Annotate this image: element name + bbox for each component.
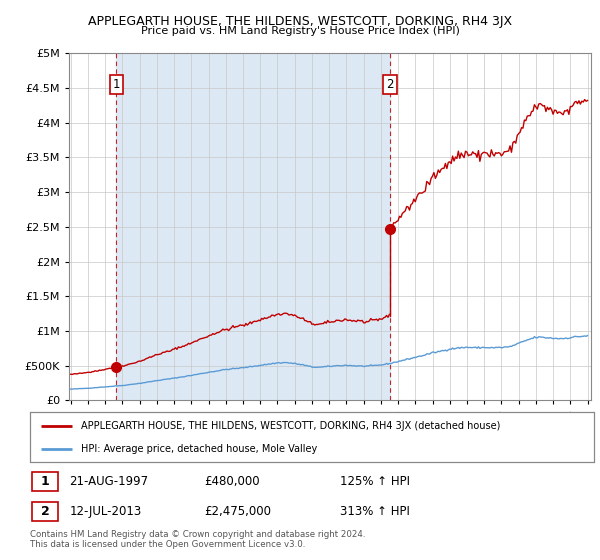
Text: 1: 1 [112, 78, 120, 91]
Text: £2,475,000: £2,475,000 [204, 505, 271, 517]
Text: APPLEGARTH HOUSE, THE HILDENS, WESTCOTT, DORKING, RH4 3JX (detached house): APPLEGARTH HOUSE, THE HILDENS, WESTCOTT,… [81, 421, 500, 431]
Bar [116, 53, 390, 400]
FancyBboxPatch shape [32, 472, 58, 491]
FancyBboxPatch shape [32, 502, 58, 521]
Text: HPI: Average price, detached house, Mole Valley: HPI: Average price, detached house, Mole… [81, 445, 317, 454]
Text: APPLEGARTH HOUSE, THE HILDENS, WESTCOTT, DORKING, RH4 3JX: APPLEGARTH HOUSE, THE HILDENS, WESTCOTT,… [88, 15, 512, 27]
Text: £480,000: £480,000 [204, 475, 260, 488]
Text: 12-JUL-2013: 12-JUL-2013 [70, 505, 142, 517]
Text: 1: 1 [41, 475, 49, 488]
Text: 2: 2 [41, 505, 49, 517]
Text: 125% ↑ HPI: 125% ↑ HPI [340, 475, 410, 488]
Text: Price paid vs. HM Land Registry's House Price Index (HPI): Price paid vs. HM Land Registry's House … [140, 26, 460, 36]
Text: 313% ↑ HPI: 313% ↑ HPI [340, 505, 410, 517]
Text: 2: 2 [386, 78, 394, 91]
Text: 21-AUG-1997: 21-AUG-1997 [70, 475, 149, 488]
Text: Contains HM Land Registry data © Crown copyright and database right 2024.
This d: Contains HM Land Registry data © Crown c… [30, 530, 365, 549]
